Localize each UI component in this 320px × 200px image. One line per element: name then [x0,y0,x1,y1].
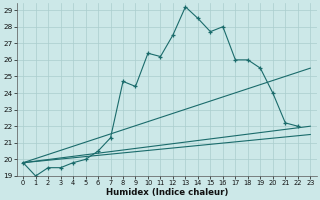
X-axis label: Humidex (Indice chaleur): Humidex (Indice chaleur) [106,188,228,197]
